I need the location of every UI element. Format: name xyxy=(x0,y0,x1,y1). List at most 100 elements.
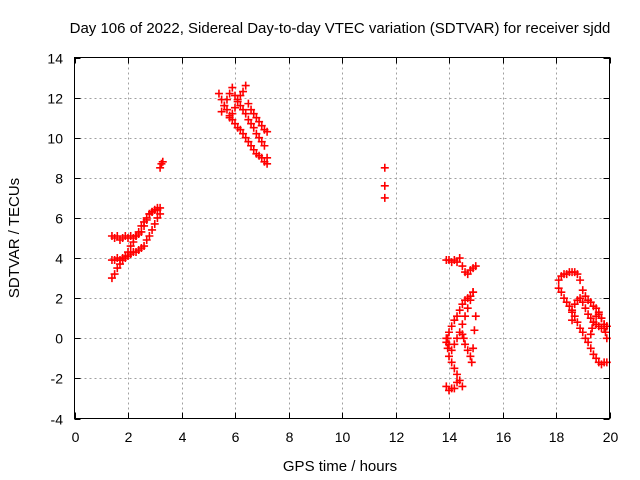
data-point xyxy=(263,159,272,168)
data-point xyxy=(469,344,478,353)
data-point xyxy=(228,83,237,92)
series-arc-17 xyxy=(586,310,611,343)
data-point xyxy=(140,242,149,251)
data-point xyxy=(225,89,234,98)
data-point xyxy=(217,95,226,104)
data-point xyxy=(231,103,239,112)
data-point xyxy=(453,378,462,387)
x-tick-label: 8 xyxy=(286,429,294,445)
data-point xyxy=(156,163,165,172)
series-arc-12 xyxy=(443,288,478,355)
data-point xyxy=(247,105,256,114)
chart-title: Day 106 of 2022, Sidereal Day-to-day VTE… xyxy=(70,20,611,37)
data-point xyxy=(450,340,459,349)
data-point xyxy=(260,141,269,150)
data-point xyxy=(233,97,242,106)
data-point xyxy=(458,262,467,271)
data-point xyxy=(244,99,253,108)
data-point xyxy=(255,117,264,126)
data-point xyxy=(601,328,610,337)
data-point xyxy=(142,213,151,222)
data-point xyxy=(450,364,459,373)
data-point xyxy=(236,91,245,100)
grid-lines xyxy=(74,57,610,419)
data-point xyxy=(576,324,585,333)
data-point xyxy=(453,258,462,267)
data-point xyxy=(581,292,590,301)
data-point xyxy=(557,288,566,297)
data-point xyxy=(445,386,453,395)
y-tick-label: 0 xyxy=(55,331,63,347)
data-point xyxy=(592,354,601,363)
series-arc-8 xyxy=(380,163,389,202)
data-point xyxy=(110,270,119,279)
x-tick-label: 20 xyxy=(603,429,619,445)
data-point xyxy=(217,107,226,116)
data-point xyxy=(458,320,467,329)
data-point xyxy=(466,296,475,305)
data-point xyxy=(239,105,248,114)
y-tick-label: 8 xyxy=(55,171,63,187)
data-point xyxy=(470,326,479,335)
data-point xyxy=(228,109,237,118)
data-point xyxy=(257,121,266,130)
data-point xyxy=(442,382,451,391)
data-point xyxy=(573,270,582,279)
x-tick-label: 4 xyxy=(179,429,187,445)
data-point xyxy=(597,314,606,323)
y-tick-labels: -4 -2 0 2 4 6 8 10 12 14 xyxy=(47,51,63,428)
data-point xyxy=(231,119,239,128)
data-point xyxy=(148,225,157,234)
data-point xyxy=(129,238,138,247)
data-point xyxy=(241,109,250,118)
data-point xyxy=(252,113,261,122)
data-point xyxy=(255,133,264,142)
x-tick-label: 2 xyxy=(125,429,133,445)
data-point xyxy=(578,328,587,337)
data-point xyxy=(461,312,470,321)
data-point xyxy=(584,310,593,319)
data-point xyxy=(244,137,253,146)
data-point xyxy=(380,193,389,202)
data-point xyxy=(450,316,459,325)
data-point xyxy=(455,254,464,263)
data-point xyxy=(244,115,253,124)
data-point xyxy=(588,324,597,333)
data-point xyxy=(222,105,231,114)
x-tick-label: 10 xyxy=(335,429,351,445)
data-point xyxy=(560,294,569,303)
x-tick-labels: 0 2 4 6 8 10 12 14 16 18 20 xyxy=(72,429,619,445)
y-tick-label: 10 xyxy=(47,131,63,147)
series-arc-4 xyxy=(156,157,167,172)
data-point xyxy=(576,294,585,303)
data-point xyxy=(589,350,598,359)
y-tick-label: 2 xyxy=(55,291,63,307)
data-markers xyxy=(107,81,611,395)
data-point xyxy=(466,352,475,361)
data-point xyxy=(463,270,472,279)
data-point xyxy=(463,346,472,355)
data-point xyxy=(257,153,266,162)
series-arc-10 xyxy=(442,338,467,395)
data-point xyxy=(140,217,149,226)
data-point xyxy=(142,236,151,245)
data-point xyxy=(447,346,456,355)
data-point xyxy=(236,101,245,110)
data-point xyxy=(249,109,258,118)
data-point xyxy=(554,284,563,293)
data-point xyxy=(126,242,135,251)
x-tick-label: 0 xyxy=(72,429,80,445)
x-tick-label: 14 xyxy=(442,429,458,445)
x-tick-label: 16 xyxy=(496,429,512,445)
data-point xyxy=(453,334,462,343)
data-point xyxy=(570,312,579,321)
series-arc-9 xyxy=(442,254,480,279)
x-tick-label: 18 xyxy=(549,429,565,445)
data-point xyxy=(600,320,609,329)
data-point xyxy=(594,310,603,319)
data-point xyxy=(554,276,563,285)
data-point xyxy=(565,302,574,311)
data-point xyxy=(573,318,582,327)
series-arc-3 xyxy=(107,209,165,265)
data-point xyxy=(241,81,250,90)
